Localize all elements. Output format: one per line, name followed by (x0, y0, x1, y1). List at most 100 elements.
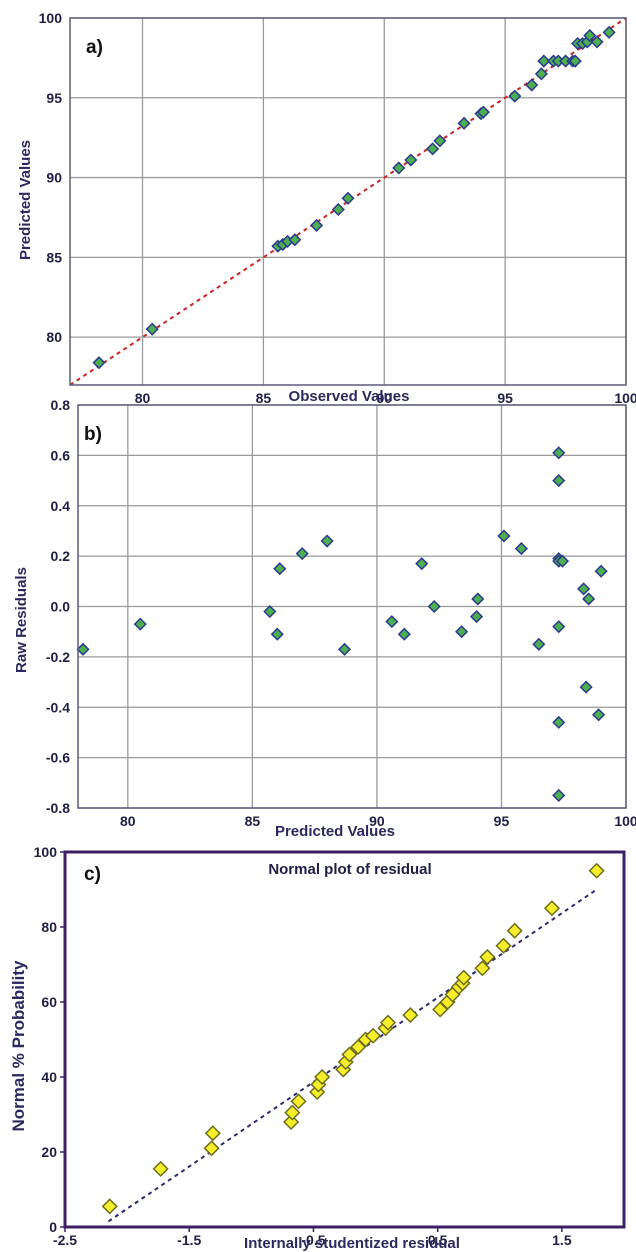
data-point (543, 900, 561, 917)
data-point (402, 1007, 419, 1024)
y-tick-label: 80 (41, 919, 57, 935)
data-point (474, 960, 491, 977)
data-point (471, 592, 485, 606)
data-point (263, 604, 277, 619)
data-point (537, 54, 551, 68)
data-point (341, 191, 355, 205)
y-tick-label: 0.8 (51, 397, 71, 413)
data-point (508, 89, 522, 103)
panel-c-frame (63, 850, 626, 1229)
data-point (341, 1046, 358, 1063)
data-point (397, 627, 411, 641)
panel-b-y-axis-label: Raw Residuals (13, 567, 30, 673)
data-point (203, 1140, 220, 1157)
x-tick-label: 80 (120, 813, 136, 829)
panel-c-x-ticks: -2.5 -1.5 -0.5 0.5 1.5 (53, 1227, 572, 1248)
data-point (602, 25, 616, 39)
data-point (314, 1068, 331, 1086)
panel-c-x-axis-label: Internally studentized residual (244, 1235, 460, 1252)
panel-c-y-ticks: 0 20 40 60 80 100 (34, 844, 65, 1235)
data-point (497, 529, 511, 543)
panel-b-tag: b) (84, 424, 102, 445)
panel-c-reference-line (107, 888, 598, 1223)
data-point (426, 142, 440, 156)
data-point (590, 35, 604, 49)
panel-c-points (101, 862, 605, 1215)
data-point (288, 233, 302, 247)
x-tick-label: 85 (245, 813, 261, 829)
panel-b-frame (77, 404, 627, 809)
data-point (337, 642, 352, 656)
x-tick-label: -1.5 (177, 1232, 201, 1248)
data-point (525, 78, 539, 92)
data-point (76, 642, 90, 656)
data-point (133, 617, 147, 631)
panel-a-x-axis-label: Observed Values (289, 388, 410, 405)
data-point (385, 615, 399, 629)
data-point (455, 625, 469, 639)
data-point (495, 937, 512, 954)
data-point (479, 948, 496, 966)
data-point (583, 28, 597, 43)
data-point (534, 67, 548, 81)
panel-a-points (92, 25, 616, 370)
panel-c-title: Normal plot of residual (268, 861, 431, 878)
panel-c-tag: c) (84, 864, 101, 885)
y-tick-label: -0.2 (46, 649, 70, 665)
data-point (310, 218, 324, 232)
data-point (532, 637, 546, 651)
y-tick-label: -0.8 (46, 800, 70, 816)
y-tick-label: -0.4 (46, 699, 70, 715)
panel-a-y-axis-label: Predicted Values (17, 140, 34, 260)
y-tick-label: 95 (46, 90, 62, 106)
data-point (568, 54, 582, 68)
data-point (552, 788, 566, 802)
data-point (320, 534, 334, 548)
panel-c-normal-probability: -2.5 -1.5 -0.5 0.5 1.5 0 20 40 60 80 100 c) Norma… (9, 844, 626, 1252)
x-tick-label: 80 (135, 390, 151, 406)
x-tick-label: 100 (614, 813, 636, 829)
data-point (379, 1014, 397, 1031)
data-point (555, 554, 570, 568)
panel-b-y-ticks: -0.8 -0.6 -0.4 -0.2 0.0 0.2 0.4 0.6 0.8 (46, 397, 70, 816)
y-tick-label: 0.4 (51, 498, 71, 514)
data-point (415, 557, 429, 571)
data-point (514, 542, 528, 556)
data-point (476, 105, 490, 119)
panel-b-x-axis-label: Predicted Values (275, 823, 395, 840)
data-point (506, 922, 523, 939)
panel-b-grid (78, 404, 627, 809)
data-point (588, 862, 605, 879)
data-point (427, 599, 441, 614)
panel-a-predicted-vs-observed: 80 85 90 95 100 80 85 90 95 100 a) Observed Valu… (17, 10, 636, 406)
data-point (331, 202, 345, 217)
x-tick-label: -2.5 (53, 1232, 77, 1248)
data-point (92, 356, 106, 370)
y-tick-label: 0.6 (51, 447, 71, 463)
data-point (404, 153, 418, 167)
data-point (579, 680, 593, 694)
data-point (577, 582, 591, 596)
data-point (457, 116, 471, 130)
data-point (592, 708, 606, 722)
data-point (552, 446, 566, 460)
data-point (365, 1027, 382, 1044)
data-point (295, 547, 309, 561)
panel-a-y-ticks: 80 85 90 95 100 (39, 10, 63, 345)
data-point (101, 1198, 118, 1215)
x-tick-label: 90 (369, 813, 385, 829)
panel-a-tag: a) (86, 37, 103, 58)
panel-b-x-ticks: 80 85 90 95 100 (120, 813, 636, 829)
panel-c-y-axis-label: Normal % Probability (9, 960, 28, 1132)
data-point (270, 627, 284, 641)
y-tick-label: 80 (46, 329, 62, 345)
data-point (594, 564, 608, 578)
data-point (455, 969, 472, 986)
data-point (204, 1125, 221, 1142)
y-tick-label: 20 (41, 1144, 57, 1160)
data-point (392, 161, 406, 175)
y-tick-label: 100 (39, 10, 63, 26)
x-tick-label: 100 (614, 390, 636, 406)
data-point (552, 620, 566, 634)
